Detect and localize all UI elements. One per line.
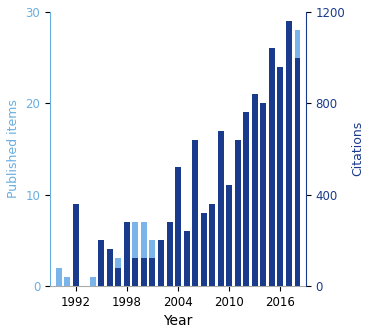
Bar — [243, 112, 249, 286]
Bar — [132, 222, 138, 286]
Bar — [107, 249, 113, 286]
Bar — [167, 249, 173, 286]
Bar — [56, 268, 62, 286]
Bar — [64, 277, 70, 286]
Bar — [107, 249, 113, 286]
Bar — [201, 213, 207, 286]
Bar — [260, 140, 266, 286]
Bar — [150, 240, 155, 286]
Bar — [98, 240, 104, 286]
Bar — [124, 222, 130, 286]
Bar — [158, 240, 164, 286]
Bar — [115, 258, 121, 286]
Bar — [209, 204, 215, 286]
Bar — [252, 176, 258, 286]
Bar — [141, 222, 147, 286]
Bar — [184, 231, 190, 286]
Bar — [269, 49, 275, 286]
Bar — [184, 240, 190, 286]
Bar — [175, 167, 181, 286]
Bar — [235, 140, 241, 286]
Bar — [218, 131, 224, 286]
Bar — [73, 204, 79, 286]
Bar — [141, 258, 147, 286]
Bar — [192, 140, 198, 286]
Bar — [218, 249, 224, 286]
Bar — [286, 21, 292, 286]
Bar — [226, 185, 232, 286]
Bar — [98, 249, 104, 286]
Bar — [295, 30, 301, 286]
Bar — [243, 185, 249, 286]
Bar — [132, 258, 138, 286]
Bar — [175, 258, 181, 286]
Bar — [278, 67, 283, 286]
Bar — [73, 231, 79, 286]
Y-axis label: Published items: Published items — [7, 99, 20, 198]
Bar — [286, 67, 292, 286]
Bar — [201, 213, 207, 286]
Bar — [226, 185, 232, 286]
Y-axis label: Citations: Citations — [351, 121, 364, 177]
Bar — [269, 149, 275, 286]
Bar — [260, 103, 266, 286]
Bar — [167, 222, 173, 286]
Bar — [158, 249, 164, 286]
X-axis label: Year: Year — [163, 314, 193, 328]
Bar — [209, 213, 215, 286]
Bar — [192, 249, 198, 286]
Bar — [278, 103, 283, 286]
Bar — [90, 277, 96, 286]
Bar — [235, 167, 241, 286]
Bar — [150, 258, 155, 286]
Bar — [124, 268, 130, 286]
Bar — [115, 268, 121, 286]
Bar — [295, 58, 301, 286]
Bar — [252, 94, 258, 286]
